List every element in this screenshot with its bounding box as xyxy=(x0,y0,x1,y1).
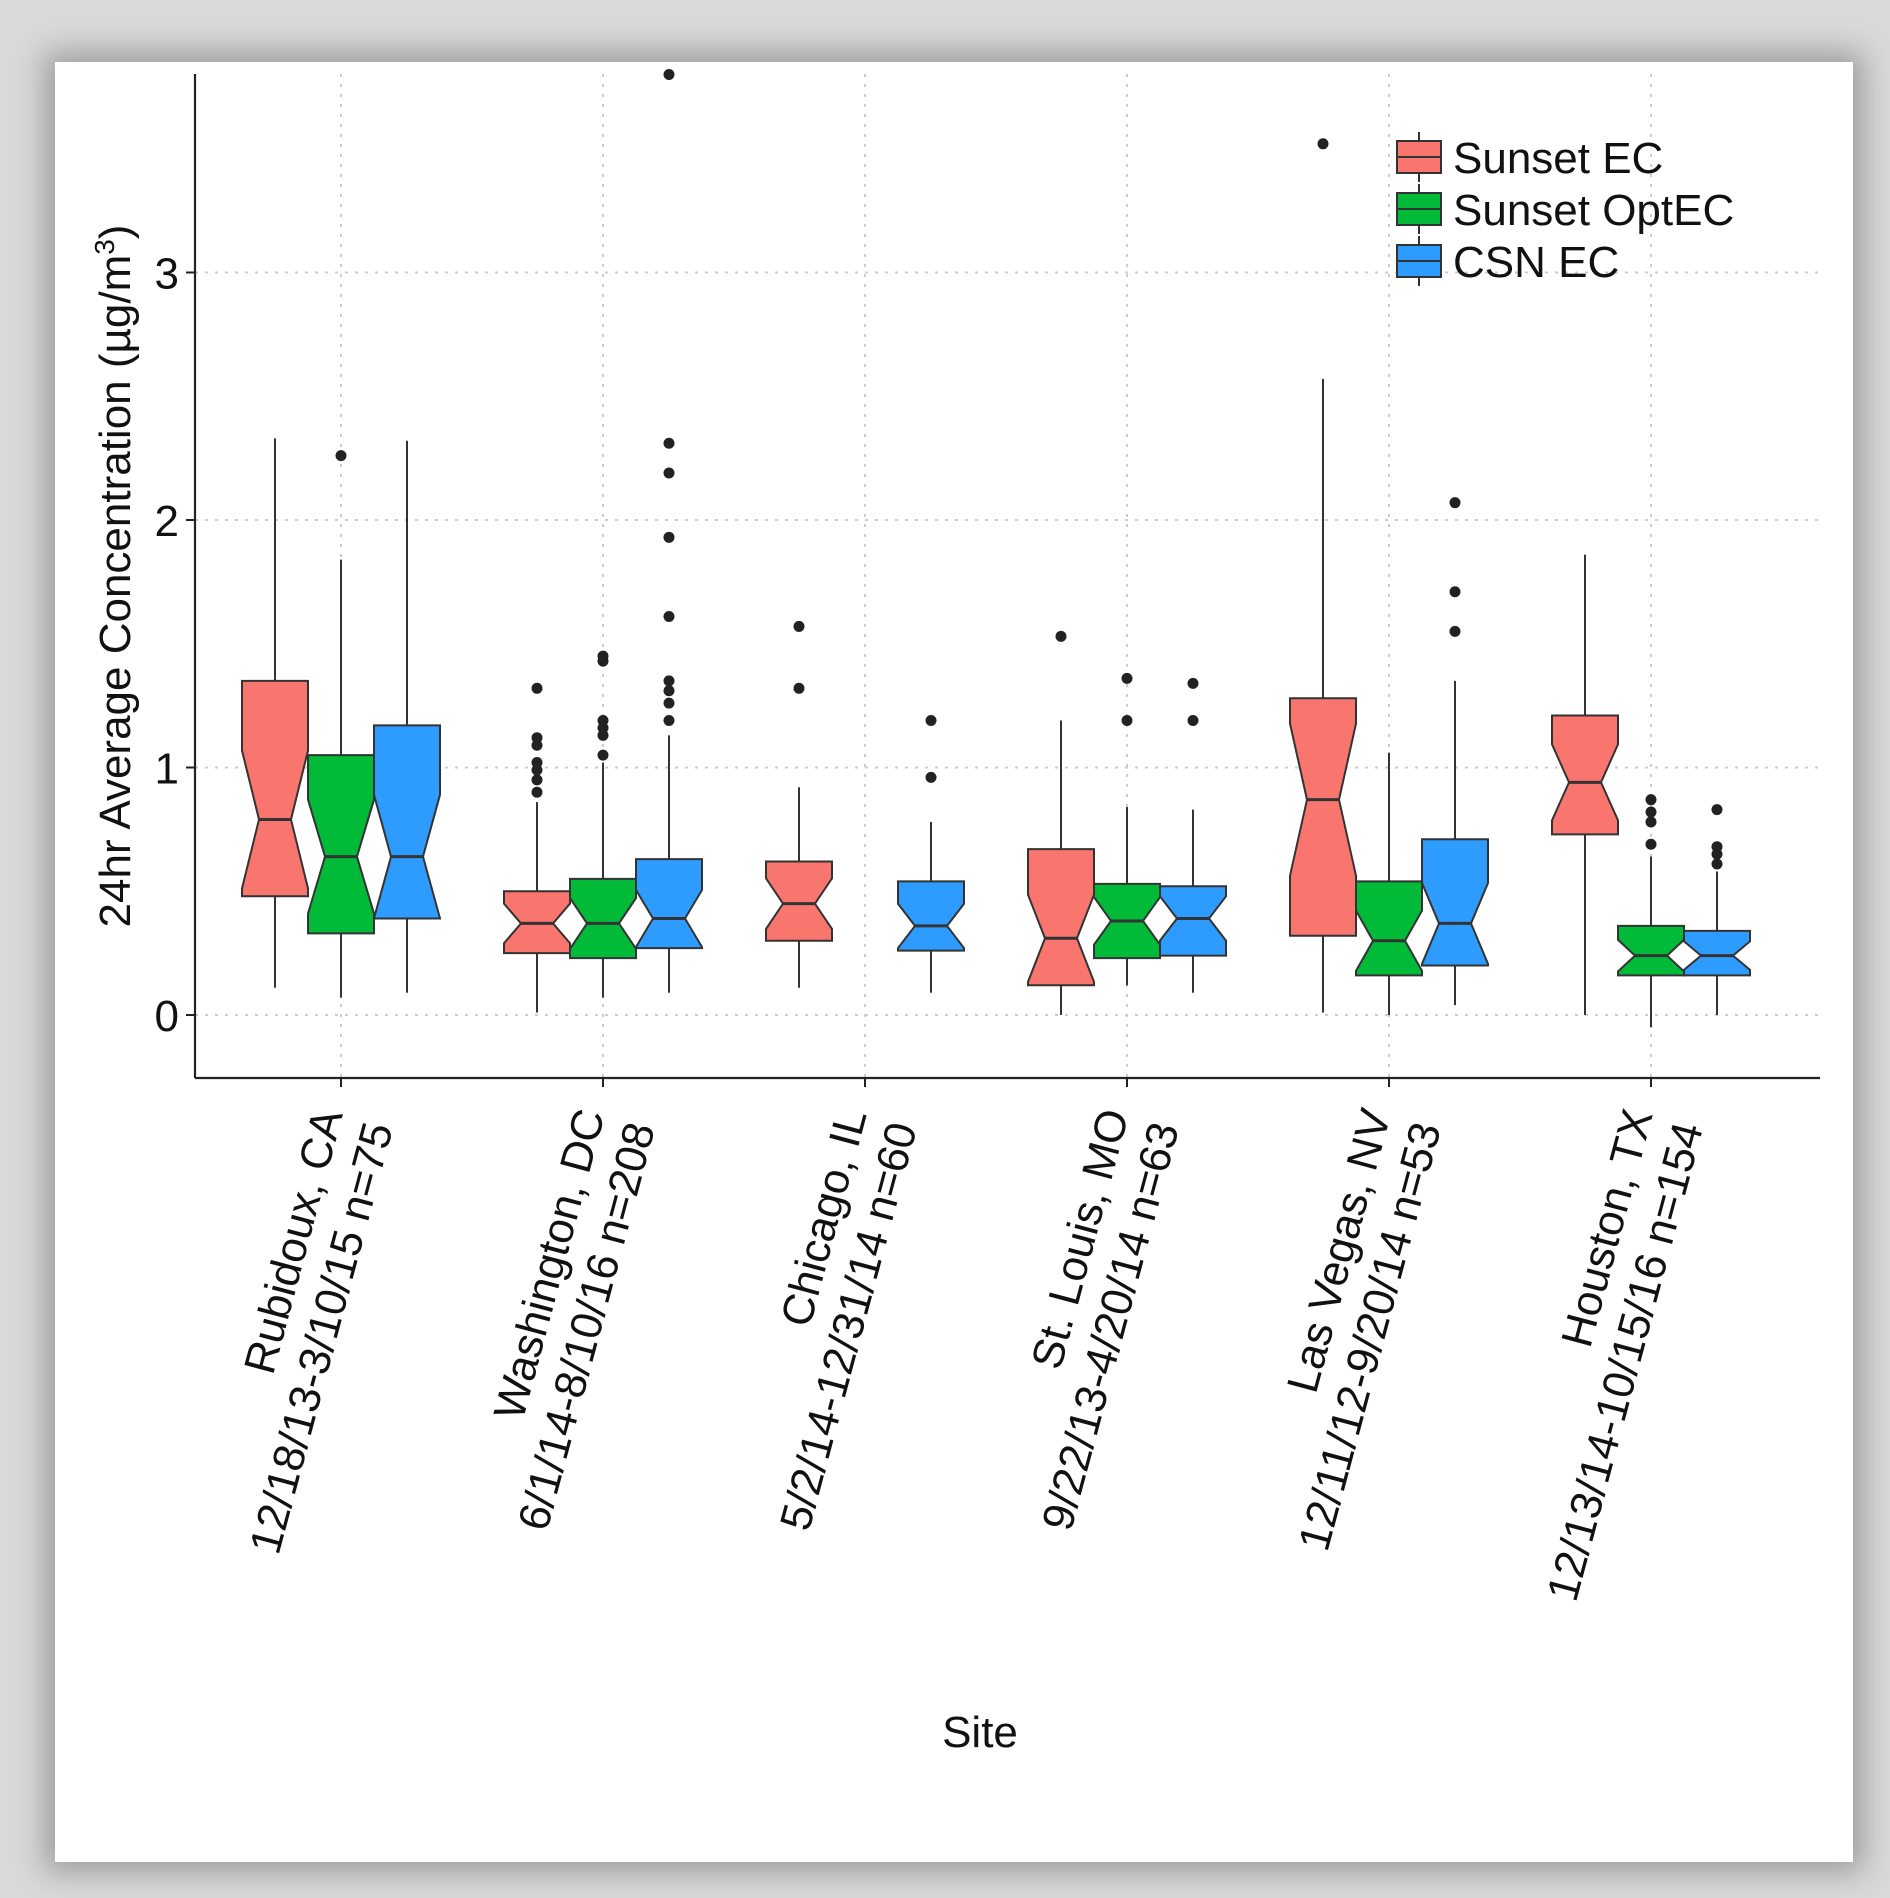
ytick-layer: 0 1 2 3 xyxy=(155,250,195,1041)
outlier-washington-dc-csn-ec xyxy=(663,611,675,623)
outlier-las-vegas-nv-sunset-ec xyxy=(1317,138,1329,150)
box-houston-tx-csn-ec xyxy=(1683,929,1751,977)
outlier-washington-dc-sunset-optec xyxy=(597,749,609,761)
outlier-st-louis-mo-csn-ec xyxy=(1187,677,1199,689)
legend-label-sunset-ec: Sunset EC xyxy=(1453,134,1663,183)
outlier-chicago-il-csn-ec xyxy=(925,771,937,783)
box-rubidoux-ca-sunset-optec xyxy=(307,754,375,935)
outlier-chicago-il-sunset-ec xyxy=(793,620,805,632)
outlier-chicago-il-csn-ec xyxy=(925,714,937,726)
box-las-vegas-nv-sunset-ec xyxy=(1289,697,1357,937)
outlier-washington-dc-sunset-ec xyxy=(531,757,543,769)
x-tick-label-las-vegas-nv: Las Vegas, NV12/11/12-9/20/14 n=53 xyxy=(1239,1103,1451,1556)
outlier-houston-tx-csn-ec xyxy=(1711,858,1723,870)
y-axis-label-close: ) xyxy=(91,225,140,240)
grid-layer xyxy=(195,74,1820,1078)
boxplot-chart: 0 1 2 3 Rubidoux, CA12/18/13-3/10/15 n=75 Wa… xyxy=(89,69,1820,1757)
outlier-houston-tx-sunset-optec xyxy=(1645,806,1657,818)
box-houston-tx-sunset-ec xyxy=(1551,714,1619,836)
box-chicago-il-csn-ec xyxy=(897,880,965,952)
outlier-las-vegas-nv-csn-ec xyxy=(1449,625,1461,637)
outlier-washington-dc-csn-ec xyxy=(663,675,675,687)
box-st-louis-mo-csn-ec xyxy=(1159,885,1227,957)
outlier-washington-dc-sunset-optec xyxy=(597,714,609,726)
outlier-houston-tx-sunset-optec xyxy=(1645,838,1657,850)
outlier-washington-dc-sunset-ec xyxy=(531,786,543,798)
box-las-vegas-nv-sunset-optec xyxy=(1355,880,1423,977)
legend-item-csn-ec: CSN EC xyxy=(1396,236,1619,287)
x-tick-label-st-louis-mo: St. Louis, MO9/22/13-4/20/14 n=63 xyxy=(983,1104,1189,1535)
outlier-las-vegas-nv-csn-ec xyxy=(1449,586,1461,598)
y-tick-label: 3 xyxy=(155,250,179,299)
y-axis-label: 24hr Average Concentration (µg/m3) xyxy=(89,225,140,928)
outlier-washington-dc-sunset-ec xyxy=(531,732,543,744)
box-rubidoux-ca-csn-ec xyxy=(373,724,441,920)
outlier-chicago-il-sunset-ec xyxy=(793,682,805,694)
xtick-layer: Rubidoux, CA12/18/13-3/10/15 n=75 Washing… xyxy=(190,1078,1713,1606)
box-washington-dc-sunset-optec xyxy=(569,877,637,960)
outlier-washington-dc-csn-ec xyxy=(663,714,675,726)
outlier-st-louis-mo-sunset-optec xyxy=(1121,714,1133,726)
outlier-washington-dc-sunset-ec xyxy=(531,682,543,694)
box-st-louis-mo-sunset-ec xyxy=(1027,848,1095,987)
outlier-las-vegas-nv-csn-ec xyxy=(1449,497,1461,509)
outlier-washington-dc-csn-ec xyxy=(663,467,675,479)
outlier-washington-dc-sunset-optec xyxy=(597,650,609,662)
box-layer xyxy=(241,69,1751,1028)
y-axis-label-main: 24hr Average Concentration (µg/m xyxy=(91,255,140,928)
axis-layer xyxy=(193,74,1820,1080)
outlier-houston-tx-csn-ec xyxy=(1711,804,1723,816)
outlier-st-louis-mo-csn-ec xyxy=(1187,714,1199,726)
y-axis-label-superscript: 3 xyxy=(89,239,120,255)
outlier-houston-tx-sunset-optec xyxy=(1645,794,1657,806)
y-tick-label: 0 xyxy=(155,992,179,1041)
outlier-washington-dc-csn-ec xyxy=(663,697,675,709)
y-tick-label: 1 xyxy=(155,745,179,794)
box-rubidoux-ca-sunset-ec xyxy=(241,679,309,898)
box-chicago-il-sunset-ec xyxy=(765,860,833,942)
x-axis-label: Site xyxy=(942,1708,1018,1757)
outlier-houston-tx-csn-ec xyxy=(1711,841,1723,853)
outlier-houston-tx-sunset-optec xyxy=(1645,816,1657,828)
figure-frame: 0 1 2 3 Rubidoux, CA12/18/13-3/10/15 n=75 Wa… xyxy=(55,62,1853,1862)
x-tick-label-chicago-il: Chicago, IL5/2/14-12/31/14 n=60 xyxy=(721,1104,927,1535)
outlier-st-louis-mo-sunset-ec xyxy=(1055,630,1067,642)
outlier-washington-dc-csn-ec xyxy=(663,685,675,697)
x-tick-label-rubidoux-ca: Rubidoux, CA12/18/13-3/10/15 n=75 xyxy=(190,1103,403,1559)
outlier-rubidoux-ca-sunset-optec xyxy=(335,450,347,462)
y-tick-label: 2 xyxy=(155,497,179,546)
legend-item-sunset-optec: Sunset OptEC xyxy=(1396,184,1734,235)
legend-label-sunset-optec: Sunset OptEC xyxy=(1453,186,1734,235)
outlier-washington-dc-csn-ec xyxy=(663,69,675,80)
outlier-st-louis-mo-sunset-optec xyxy=(1121,672,1133,684)
outlier-washington-dc-csn-ec xyxy=(663,437,675,449)
legend-item-sunset-ec: Sunset EC xyxy=(1396,132,1663,183)
x-tick-label-houston-tx: Houston, TX12/13/14-10/15/16 n=154 xyxy=(1488,1104,1713,1606)
box-houston-tx-sunset-optec xyxy=(1617,924,1685,977)
outlier-washington-dc-csn-ec xyxy=(663,531,675,543)
x-tick-label-washington-dc: Washington, DC6/1/14-8/10/16 n=208 xyxy=(459,1104,665,1535)
box-washington-dc-csn-ec xyxy=(635,858,703,950)
outlier-washington-dc-sunset-ec xyxy=(531,774,543,786)
box-las-vegas-nv-csn-ec xyxy=(1421,838,1489,967)
legend-label-csn-ec: CSN EC xyxy=(1453,238,1619,287)
